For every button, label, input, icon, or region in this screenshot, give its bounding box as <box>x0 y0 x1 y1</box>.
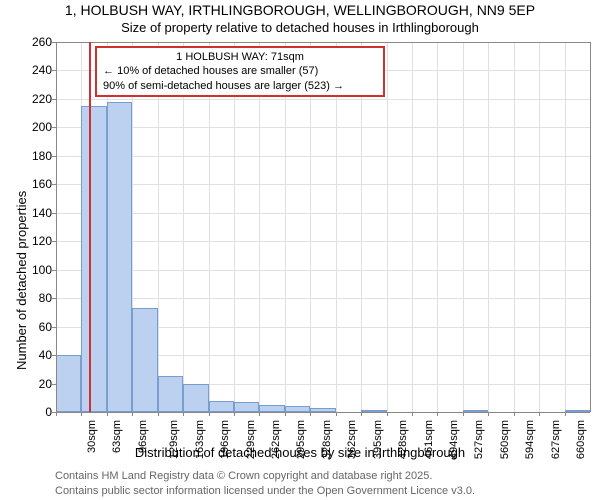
grid-line-horizontal <box>56 298 590 299</box>
y-tick-label: 60 <box>22 320 52 334</box>
grid-line-horizontal <box>56 99 590 100</box>
chart-title-line2: Size of property relative to detached ho… <box>0 20 600 35</box>
histogram-bar <box>259 405 284 412</box>
y-tick-label: 180 <box>22 149 52 163</box>
info-box-line: 1 HOLBUSH WAY: 71sqm <box>103 50 377 64</box>
reference-marker-line <box>89 42 91 412</box>
grid-line-horizontal <box>56 241 590 242</box>
y-tick-label: 20 <box>22 377 52 391</box>
histogram-bar <box>132 308 157 412</box>
grid-line-vertical <box>412 42 413 412</box>
y-tick-label: 0 <box>22 405 52 419</box>
grid-line-vertical <box>361 42 362 412</box>
grid-line-vertical <box>336 42 337 412</box>
chart-title-line1: 1, HOLBUSH WAY, IRTHLINGBOROUGH, WELLING… <box>0 2 600 18</box>
histogram-bar <box>234 402 259 412</box>
histogram-bar <box>81 106 106 412</box>
info-box: 1 HOLBUSH WAY: 71sqm← 10% of detached ho… <box>95 46 385 97</box>
grid-line-vertical <box>488 42 489 412</box>
grid-line-horizontal <box>56 213 590 214</box>
grid-line-vertical <box>158 42 159 412</box>
grid-line-vertical <box>183 42 184 412</box>
info-box-line: 90% of semi-detached houses are larger (… <box>103 79 377 93</box>
attribution-line1: Contains HM Land Registry data © Crown c… <box>55 470 432 482</box>
grid-line-horizontal <box>56 184 590 185</box>
y-tick-label: 240 <box>22 63 52 77</box>
grid-line-horizontal <box>56 127 590 128</box>
y-tick-label: 200 <box>22 120 52 134</box>
grid-line-horizontal <box>56 270 590 271</box>
grid-line-vertical <box>285 42 286 412</box>
plot-area: 1 HOLBUSH WAY: 71sqm← 10% of detached ho… <box>56 42 590 412</box>
histogram-bar <box>209 401 234 412</box>
x-axis-label: Distribution of detached houses by size … <box>0 445 600 460</box>
attribution-line2: Contains public sector information licen… <box>55 485 475 497</box>
grid-line-vertical <box>565 42 566 412</box>
grid-line-vertical <box>539 42 540 412</box>
histogram-bar <box>56 355 81 412</box>
histogram-bar <box>183 384 208 412</box>
chart-container: 1, HOLBUSH WAY, IRTHLINGBOROUGH, WELLING… <box>0 0 600 500</box>
y-tick-label: 140 <box>22 206 52 220</box>
attribution-text: Contains HM Land Registry data © Crown c… <box>55 469 475 498</box>
y-tick-label: 80 <box>22 291 52 305</box>
info-box-line: ← 10% of detached houses are smaller (57… <box>103 64 377 78</box>
grid-line-horizontal <box>56 156 590 157</box>
histogram-bar <box>107 102 132 412</box>
y-tick-label: 120 <box>22 234 52 248</box>
grid-line-vertical <box>387 42 388 412</box>
histogram-bar <box>158 376 183 412</box>
grid-line-vertical <box>514 42 515 412</box>
grid-line-vertical <box>437 42 438 412</box>
grid-line-vertical <box>463 42 464 412</box>
y-tick-label: 260 <box>22 35 52 49</box>
y-tick-label: 100 <box>22 263 52 277</box>
grid-line-vertical <box>259 42 260 412</box>
y-tick-label: 160 <box>22 177 52 191</box>
grid-line-vertical <box>234 42 235 412</box>
y-tick-label: 40 <box>22 348 52 362</box>
grid-line-vertical <box>310 42 311 412</box>
y-tick-label: 220 <box>22 92 52 106</box>
grid-line-vertical <box>209 42 210 412</box>
